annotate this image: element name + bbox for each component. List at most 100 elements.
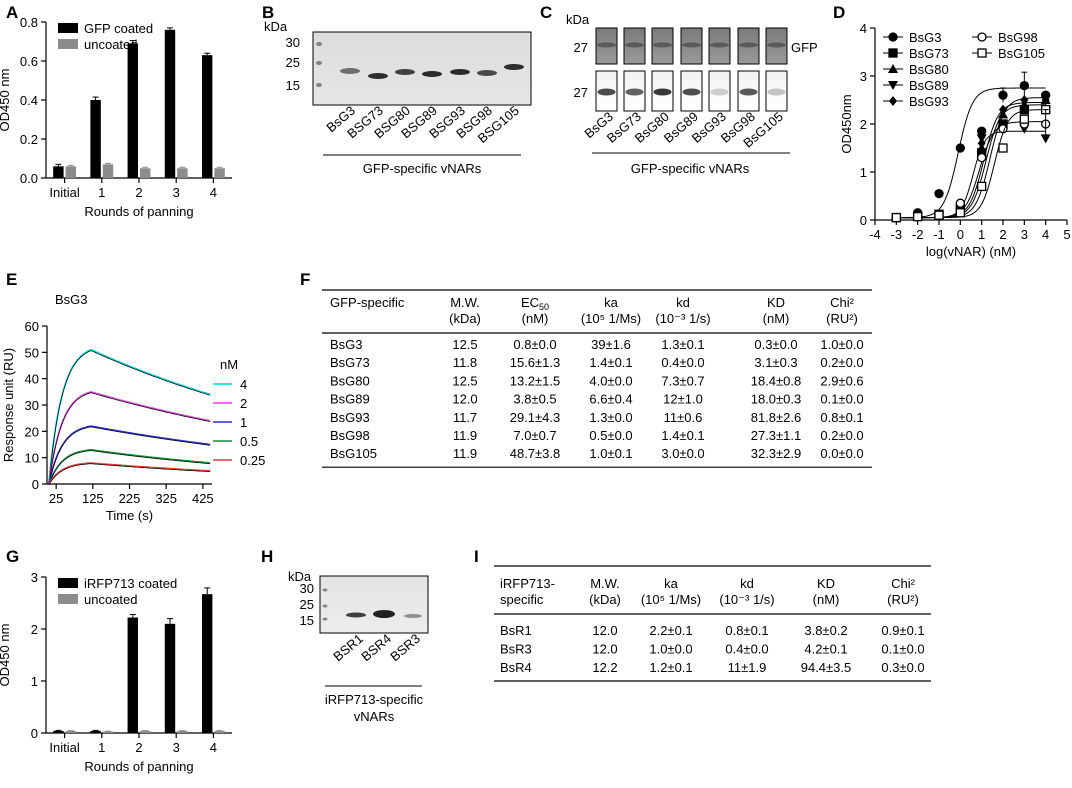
column-header: EC50: [521, 295, 549, 312]
row-label: BsR4: [500, 660, 532, 675]
row-label: BsG80: [330, 373, 370, 388]
legend-label: uncoated: [84, 592, 138, 607]
table-cell: 1.4±0.1: [589, 355, 632, 370]
panel-label-I: I: [474, 547, 479, 566]
gel-image: [708, 27, 731, 65]
x-tick-label: 0: [957, 227, 964, 242]
column-header-unit: (RU²): [887, 592, 919, 607]
gel-band: [504, 64, 524, 70]
table-cell: 12.2: [592, 660, 617, 675]
panel-label-D: D: [833, 3, 845, 22]
gel-band: [422, 71, 442, 77]
table-cell: 7.3±0.7: [661, 373, 704, 388]
y-tick-label: 0.2: [20, 132, 38, 147]
table-cell: 2.2±0.1: [649, 623, 692, 638]
marker-label: 25: [286, 55, 300, 70]
marker-label: 27: [574, 40, 588, 55]
x-tick-label: 4: [210, 185, 217, 200]
x-tick-label: 2: [999, 227, 1006, 242]
x-tick-label: 4: [1042, 227, 1049, 242]
gel-band: [450, 69, 470, 75]
y-tick-label: 60: [25, 319, 39, 334]
row-label: BsG98: [330, 428, 370, 443]
marker: [1041, 95, 1050, 105]
sensorgram-curve: [48, 449, 211, 485]
gel-band: [316, 42, 322, 46]
bar: [177, 730, 188, 733]
gel-band: [340, 68, 360, 74]
bar: [140, 168, 151, 178]
lane-label: BSR1: [330, 631, 366, 664]
table-cell: 12.5: [452, 337, 477, 352]
table-cell: 3.0±0.0: [661, 446, 704, 461]
column-header-unit: specific: [500, 592, 544, 607]
table-cell: 27.3±1.1: [751, 428, 802, 443]
x-axis-label: log(vNAR) (nM): [926, 244, 1016, 259]
y-tick-label: 20: [25, 424, 39, 439]
fit-curve: [48, 392, 211, 485]
column-header-unit: (RU²): [826, 311, 858, 326]
marker: [1019, 114, 1029, 124]
gel-image: [680, 27, 703, 65]
table-cell: 29.1±4.3: [510, 410, 561, 425]
table-cell: 12.0: [452, 392, 477, 407]
table-cell: 1.3±0.0: [589, 410, 632, 425]
legend-swatch: [58, 578, 78, 588]
y-tick-label: 0.0: [20, 171, 38, 186]
column-header: ka: [604, 295, 619, 310]
gel-band: [395, 69, 415, 75]
row-label: BsG3: [330, 337, 363, 352]
panel-label-F: F: [300, 270, 310, 289]
y-tick-label: 2: [860, 117, 867, 132]
gel-band: [625, 42, 644, 48]
legend-label: BsG73: [909, 46, 949, 61]
subscript: 50: [539, 302, 549, 312]
y-tick-label: 3: [860, 69, 867, 84]
column-header: iRFP713-: [500, 576, 555, 591]
x-tick-label: 3: [1021, 227, 1028, 242]
y-tick-label: 0: [32, 477, 39, 492]
table-cell: 0.8±0.0: [513, 337, 556, 352]
gel-band: [625, 88, 644, 96]
sensorgram-chart: 0 10 20 30 40 50 60 25 125 225 325 425 BsG3 Response …: [1, 292, 265, 523]
table-cell: 94.4±3.5: [801, 660, 852, 675]
table-cell: 12.5: [452, 373, 477, 388]
table-cell: 81.8±2.6: [751, 410, 802, 425]
sensorgram-curve: [48, 425, 211, 485]
gel-band: [322, 588, 328, 592]
x-tick-label: 325: [155, 491, 177, 506]
x-tick-label: 2: [135, 185, 142, 200]
column-header: KD: [817, 576, 835, 591]
table-cell: 0.5±0.0: [589, 428, 632, 443]
gel-band: [404, 614, 422, 618]
column-header: KD: [767, 295, 785, 310]
gel-image: [595, 27, 618, 65]
legend-swatch: [58, 39, 78, 49]
bar: [201, 55, 213, 178]
gel-band: [597, 88, 616, 96]
bar: [53, 730, 64, 733]
table-cell: 48.7±3.8: [510, 446, 561, 461]
table-cell: 11.9: [453, 446, 477, 461]
sensorgram-curve: [48, 391, 211, 485]
table-cell: 11±0.6: [664, 410, 703, 425]
row-label: BsG93: [330, 410, 370, 425]
marker: [888, 64, 898, 73]
column-header: ka: [664, 576, 679, 591]
column-header-unit: (10⁻³ 1/s): [655, 311, 710, 326]
table-cell: 13.2±1.5: [510, 373, 561, 388]
table-cell: 7.0±0.7: [513, 428, 556, 443]
table-cell: 15.6±1.3: [510, 355, 561, 370]
x-axis-label: Rounds of panning: [84, 759, 193, 774]
table-cell: 18.0±0.3: [751, 392, 802, 407]
x-tick-label: 1: [98, 740, 105, 755]
legend-label: BsG89: [909, 78, 949, 93]
table-cell: 4.0±0.0: [589, 373, 632, 388]
y-tick-label: 0: [860, 213, 867, 228]
panel-label-A: A: [6, 3, 18, 22]
column-header: M.W.: [450, 295, 480, 310]
fit-curve: [48, 426, 211, 485]
y-tick-label: 40: [25, 372, 39, 387]
marker-label: 30: [286, 35, 300, 50]
legend-label: 4: [240, 377, 247, 392]
